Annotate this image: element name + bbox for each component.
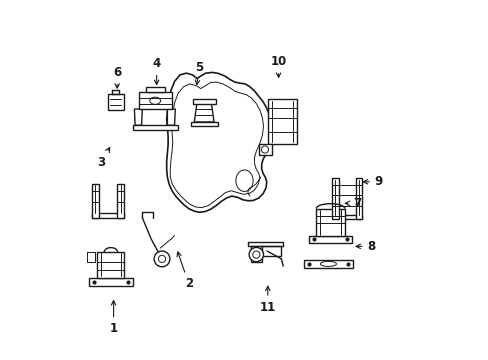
Text: 3: 3 <box>97 148 109 168</box>
Polygon shape <box>250 246 261 262</box>
Text: 4: 4 <box>152 57 161 85</box>
Text: 6: 6 <box>113 66 121 88</box>
Polygon shape <box>332 178 338 220</box>
Polygon shape <box>86 252 94 262</box>
Polygon shape <box>97 252 124 278</box>
Polygon shape <box>167 109 175 125</box>
Text: 1: 1 <box>109 301 118 335</box>
Polygon shape <box>258 144 271 155</box>
Polygon shape <box>267 99 297 144</box>
Text: 7: 7 <box>345 197 361 210</box>
Polygon shape <box>166 72 272 212</box>
Polygon shape <box>133 125 178 130</box>
Text: 2: 2 <box>177 252 193 291</box>
Polygon shape <box>308 235 351 243</box>
Text: 8: 8 <box>355 240 375 253</box>
Polygon shape <box>303 260 352 268</box>
Polygon shape <box>139 92 171 109</box>
Polygon shape <box>332 215 362 220</box>
Polygon shape <box>92 213 123 218</box>
Polygon shape <box>355 178 362 220</box>
Polygon shape <box>316 209 344 235</box>
Polygon shape <box>192 99 215 104</box>
Polygon shape <box>145 87 164 92</box>
Text: 11: 11 <box>259 286 275 314</box>
Circle shape <box>158 255 165 262</box>
Text: 10: 10 <box>270 55 286 77</box>
Polygon shape <box>190 122 217 126</box>
Circle shape <box>252 251 260 258</box>
Polygon shape <box>134 109 142 125</box>
Polygon shape <box>88 278 133 286</box>
Text: 9: 9 <box>363 175 382 188</box>
Circle shape <box>261 146 268 153</box>
Text: 5: 5 <box>195 60 203 85</box>
Polygon shape <box>92 184 99 218</box>
Circle shape <box>249 247 263 262</box>
Circle shape <box>154 251 169 267</box>
Polygon shape <box>261 246 281 256</box>
Polygon shape <box>107 94 123 110</box>
Polygon shape <box>194 104 214 122</box>
Polygon shape <box>117 184 123 218</box>
